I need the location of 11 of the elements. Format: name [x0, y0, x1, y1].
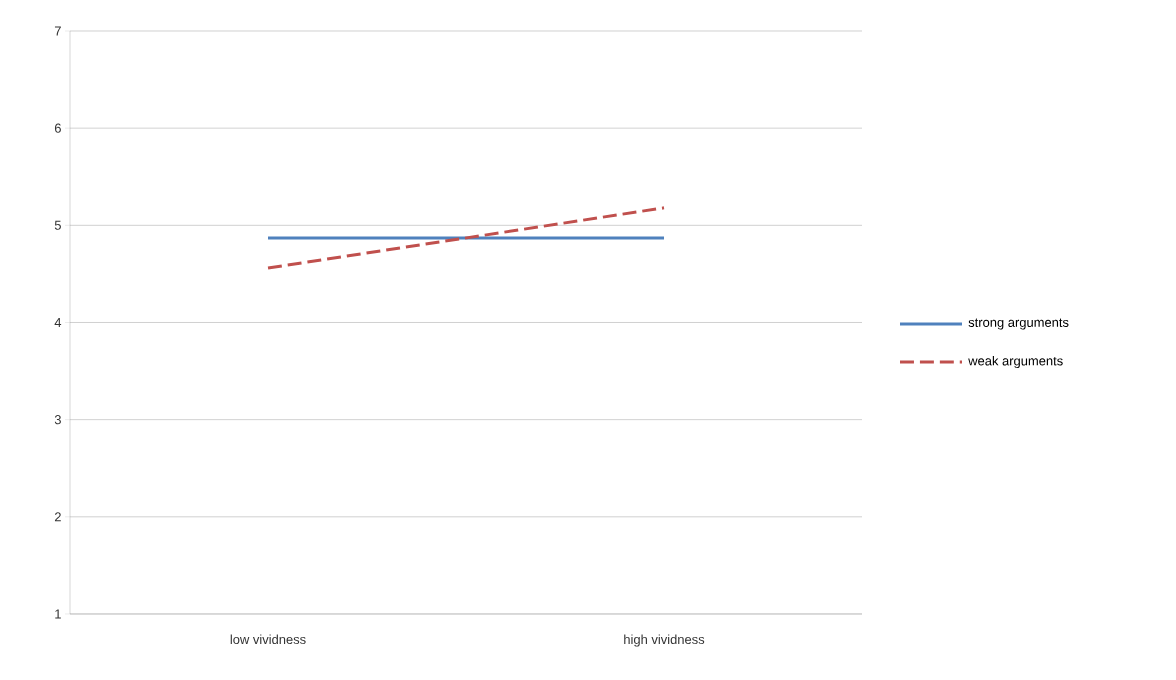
y-tick-label: 4	[54, 318, 62, 327]
legend-label: weak arguments	[968, 355, 1063, 369]
y-tick-label: 1	[55, 609, 61, 619]
legend-label: strong arguments	[968, 318, 1069, 330]
y-tick-label: 6	[54, 123, 61, 133]
y-tick-label: 3	[54, 415, 61, 425]
x-tick-label: high vividness	[624, 634, 705, 647]
y-tick-label: 2	[54, 512, 61, 522]
x-tick-label: low vividness	[230, 634, 306, 645]
y-tick-label: 5	[54, 220, 61, 230]
y-tick-label: 7	[54, 26, 61, 36]
